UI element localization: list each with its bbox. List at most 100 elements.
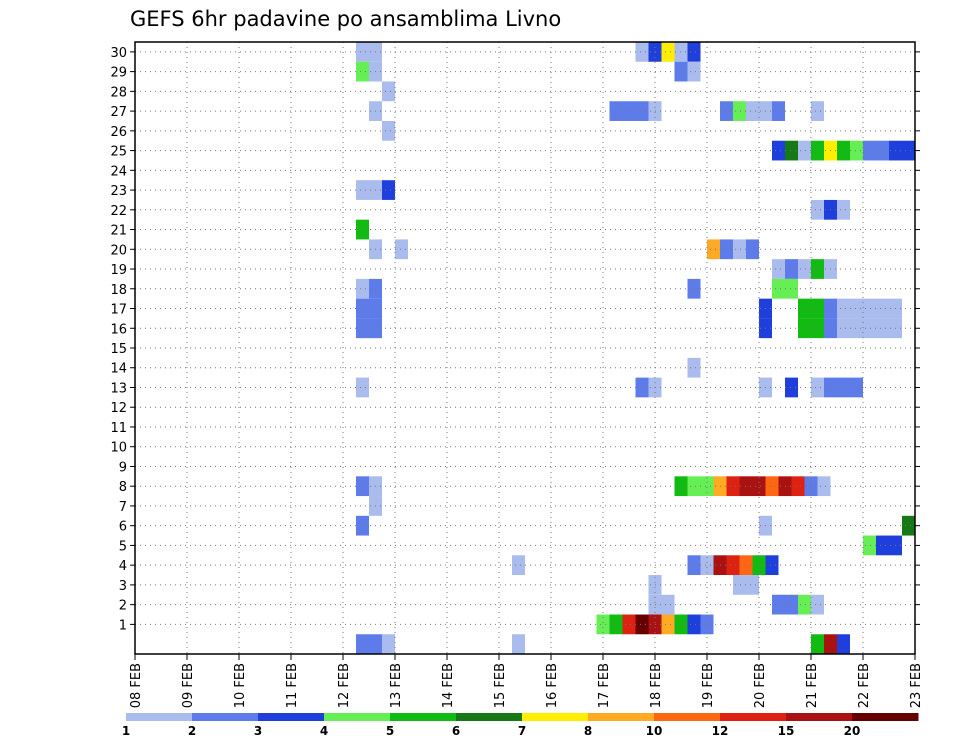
legend-label: 6 xyxy=(452,724,460,738)
x-tick-label: 13 FEB xyxy=(389,663,404,708)
heatmap-cell xyxy=(746,101,772,121)
heatmap-cell xyxy=(687,42,701,62)
heatmap-cell xyxy=(811,594,824,615)
heatmap-cell xyxy=(791,476,805,497)
color-legend: 1 2 3 4 5 6 7 8 10 12 15 20 xyxy=(122,713,919,738)
heatmap-cell xyxy=(356,278,369,299)
heatmap-cell xyxy=(382,180,395,200)
x-tick-label: 20 FEB xyxy=(753,663,768,708)
y-tick-label: 26 xyxy=(110,125,127,140)
heatmap-cell xyxy=(382,120,395,141)
legend-label: 8 xyxy=(584,724,592,738)
legend-label: 3 xyxy=(254,724,262,738)
x-tick-label: 21 FEB xyxy=(805,663,820,708)
heatmap-cell xyxy=(765,476,779,497)
heatmap-cell xyxy=(356,42,382,62)
x-tick-label: 16 FEB xyxy=(545,663,560,708)
heatmap-cell xyxy=(837,634,850,654)
y-tick-label: 27 xyxy=(110,105,127,120)
heatmap-cell xyxy=(785,377,798,398)
x-tick-label: 15 FEB xyxy=(493,663,508,708)
x-tick-label: 08 FEB xyxy=(129,663,144,708)
y-tick-label: 19 xyxy=(110,263,127,278)
x-tick-label: 09 FEB xyxy=(181,663,196,708)
plot-frame xyxy=(134,41,916,655)
x-tick-label: 10 FEB xyxy=(233,663,248,708)
legend-label: 15 xyxy=(778,724,795,738)
legend-label: 4 xyxy=(320,724,328,738)
x-tick-label: 17 FEB xyxy=(597,663,612,708)
y-tick-label: 20 xyxy=(110,243,127,258)
heatmap-cell xyxy=(798,594,811,615)
y-tick-label: 21 xyxy=(110,224,127,239)
heatmap-cell xyxy=(811,259,824,279)
heatmap-cell xyxy=(635,614,649,635)
legend-swatch xyxy=(390,713,457,721)
legend-label: 10 xyxy=(646,724,663,738)
legend-label: 2 xyxy=(188,724,196,738)
legend-swatch xyxy=(258,713,325,721)
heatmap-cell xyxy=(811,140,824,161)
heatmap-cell xyxy=(687,614,701,635)
heatmap-cell xyxy=(726,476,740,497)
y-tick-label: 2 xyxy=(119,599,127,614)
heatmap-cell xyxy=(356,634,382,654)
heatmap-cell xyxy=(765,555,779,576)
heatmap-cell xyxy=(863,535,876,556)
heatmap-cell xyxy=(512,555,525,576)
heatmap-cell xyxy=(356,377,369,398)
heatmap-cell xyxy=(811,199,824,220)
heatmap-cell xyxy=(687,357,701,378)
heatmap-cell xyxy=(772,259,785,279)
y-tick-label: 30 xyxy=(110,46,127,61)
heatmap-cell xyxy=(609,101,649,121)
heatmap-cell xyxy=(772,140,785,161)
x-tick-label: 11 FEB xyxy=(285,663,300,708)
y-tick-label: 8 xyxy=(119,480,127,495)
heatmap-cell xyxy=(785,259,798,279)
heatmap-cell xyxy=(700,614,714,635)
legend-label: 12 xyxy=(712,724,729,738)
heatmap-cells xyxy=(356,42,915,654)
heatmap-cell xyxy=(863,140,876,161)
heatmap-cell xyxy=(687,61,701,82)
y-tick-label: 15 xyxy=(110,342,127,357)
heatmap-cell xyxy=(661,614,675,635)
y-tick-label: 5 xyxy=(119,539,127,554)
legend-swatch xyxy=(654,713,721,721)
y-tick-label: 29 xyxy=(110,66,127,81)
heatmap-cell xyxy=(837,199,850,220)
heatmap-cell xyxy=(902,515,915,536)
heatmap-cell xyxy=(798,259,811,279)
legend-label: 5 xyxy=(386,724,394,738)
y-tick-label: 12 xyxy=(110,401,127,416)
y-tick-label: 18 xyxy=(110,283,127,298)
legend-label: 1 xyxy=(122,724,130,738)
legend-swatch xyxy=(786,713,853,721)
heatmap-cell xyxy=(707,239,720,260)
x-tick-label: 12 FEB xyxy=(337,663,352,708)
legend-swatch xyxy=(852,713,919,721)
legend-swatch xyxy=(324,713,391,721)
heatmap-cell xyxy=(687,555,701,576)
heatmap-cell xyxy=(356,61,369,82)
x-tick-label: 22 FEB xyxy=(857,663,872,708)
heatmap-cell xyxy=(356,219,369,240)
heatmap-cell xyxy=(720,239,733,260)
y-tick-label: 22 xyxy=(110,204,127,219)
heatmap-cell xyxy=(811,101,824,121)
heatmap-cell xyxy=(382,81,395,102)
x-tick-label: 19 FEB xyxy=(701,663,716,708)
y-tick-label: 28 xyxy=(110,85,127,100)
heatmap-cell xyxy=(700,555,714,576)
heatmap-cell xyxy=(356,515,369,536)
heatmap-cell xyxy=(837,318,902,339)
y-tick-label: 16 xyxy=(110,322,127,337)
x-tick-label: 14 FEB xyxy=(441,663,456,708)
heatmap-cell xyxy=(785,140,798,161)
heatmap-cell xyxy=(811,377,824,398)
heatmap-cell xyxy=(733,239,746,260)
heatmap-cell xyxy=(837,298,902,319)
heatmap-cell xyxy=(622,614,636,635)
